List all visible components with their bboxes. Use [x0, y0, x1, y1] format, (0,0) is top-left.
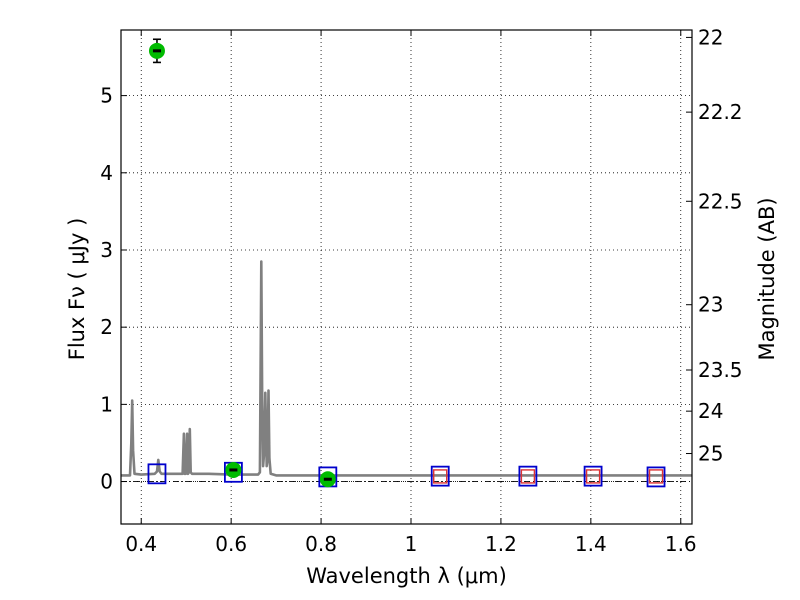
upper-limit-square	[585, 469, 601, 484]
ticks-layer: 0.4 0.6 0.8 1 1.2 1.4 1.60123452222.222.52323.…	[100, 25, 742, 556]
y-tick-label: 5	[100, 84, 113, 108]
x-tick-label: 0.4	[125, 532, 157, 556]
observed-photometry-marker-bar	[229, 468, 238, 472]
x-tick-label: 0.6	[215, 532, 247, 556]
observed-photometry-marker-bar	[152, 49, 161, 53]
model-photometry-square	[147, 463, 167, 485]
x-tick-label: 1.4	[575, 532, 607, 556]
x-tick-label: 1.2	[485, 532, 517, 556]
upper-limit-square	[648, 469, 664, 484]
right-tick-label: 25	[698, 442, 723, 466]
right-tick-label: 22	[698, 25, 723, 49]
y-tick-label: 0	[100, 470, 113, 494]
observed-photometry-marker-bar	[323, 477, 332, 481]
x-tick-label: 1	[405, 532, 418, 556]
right-tick-label: 23	[698, 293, 723, 317]
plot-frame	[120, 29, 693, 525]
x-axis-label: Wavelength λ (μm)	[306, 564, 507, 588]
upper-limit-square	[520, 469, 536, 484]
right-tick-label: 24	[698, 399, 723, 423]
right-tick-label: 23.5	[698, 358, 743, 382]
right-axis-label: Magnitude (AB)	[755, 197, 779, 360]
model-photometry-square	[518, 465, 538, 487]
x-tick-label: 0.8	[305, 532, 337, 556]
model-photometry-square	[583, 465, 603, 487]
y-tick-label: 4	[100, 161, 113, 185]
y-axis-label: Flux Fν ( μJy )	[65, 218, 89, 361]
model-photometry-square	[646, 466, 666, 488]
upper-limit-square	[433, 469, 448, 484]
right-tick-label: 22.5	[698, 189, 743, 213]
series-layer	[121, 38, 692, 488]
y-tick-label: 3	[100, 238, 113, 262]
y-tick-label: 2	[100, 315, 113, 339]
model-photometry-square	[430, 465, 450, 487]
y-tick-label: 1	[100, 392, 113, 416]
x-tick-label: 1.6	[665, 532, 697, 556]
right-tick-label: 22.2	[698, 100, 743, 124]
